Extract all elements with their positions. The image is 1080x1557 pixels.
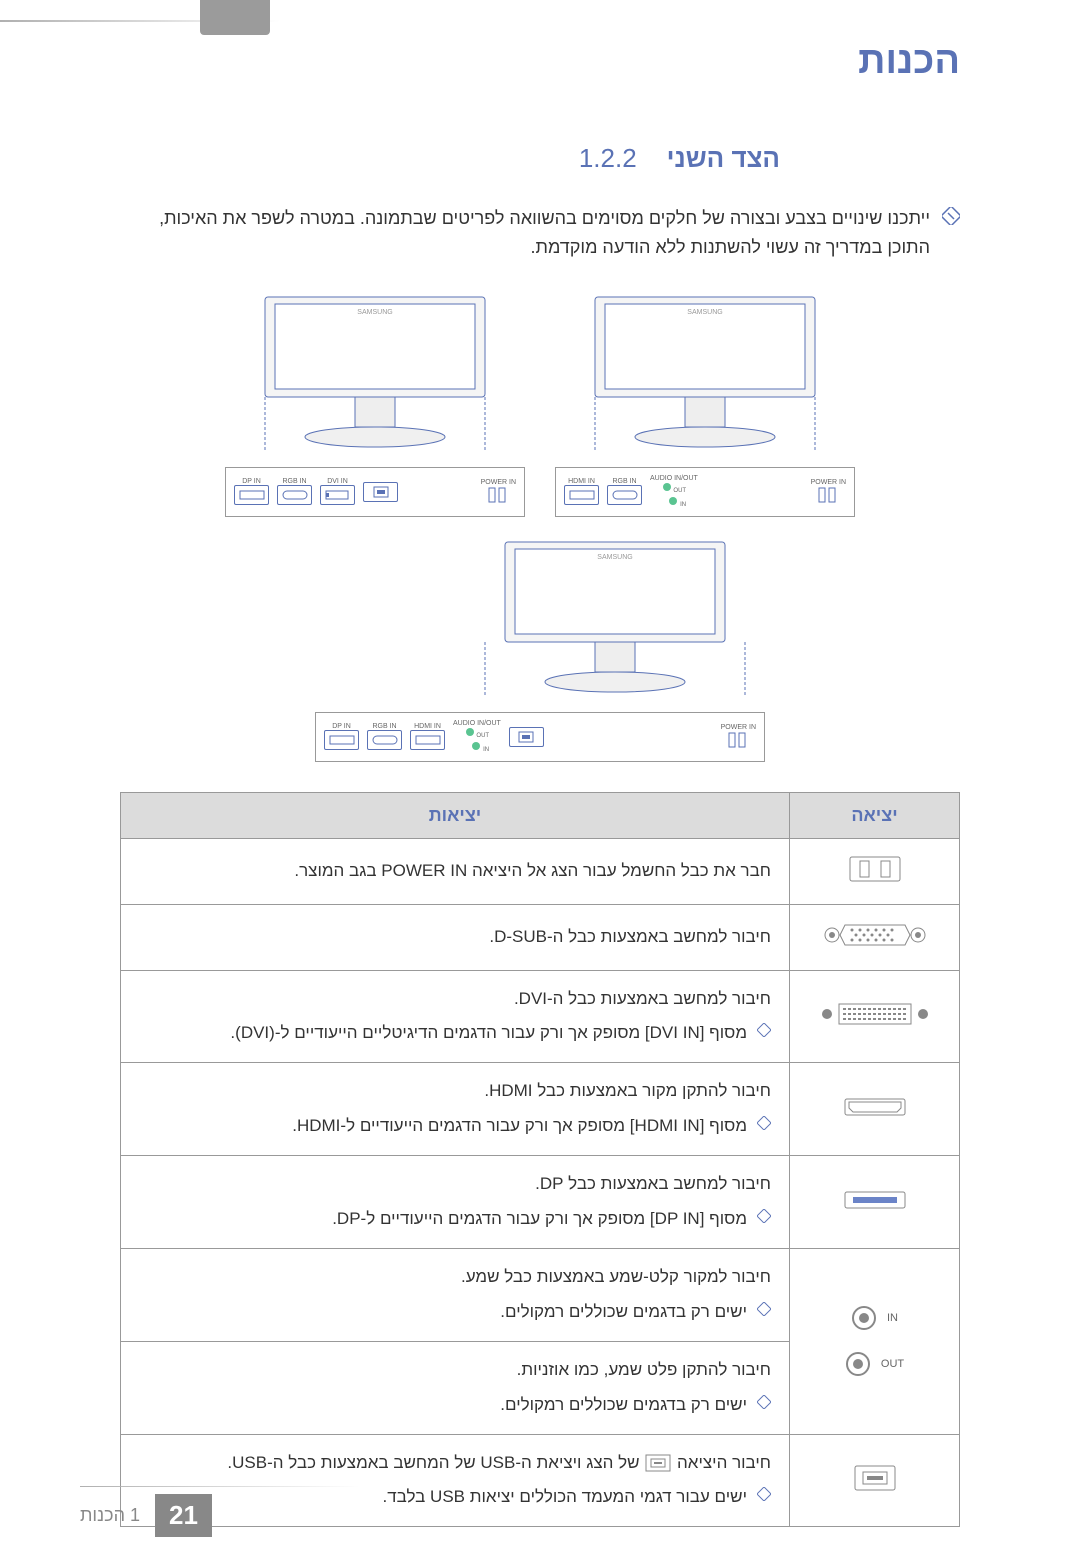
port-label: DVI IN [327,478,348,485]
port-label: AUDIO IN/OUT [650,475,698,482]
port-desc: חיבור היציאה של הצג ויציאת ה-USB של המחש… [139,1449,771,1478]
port-icon-audio: IN OUT [790,1248,960,1434]
port-note: ישים רק בדגמים שכוללים רמקולים. [139,1391,771,1420]
port-label: HDMI IN [414,723,441,730]
port-desc: חיבור למחשב באמצעות כבל ה-DVI. [139,985,771,1014]
svg-text:SAMSUNG: SAMSUNG [357,309,392,316]
port-desc: חיבור להתקן מקור באמצעות כבל HDMI. [139,1077,771,1106]
usb-port-icon [363,482,398,502]
page-corner-decoration [0,0,280,60]
port-icon-dvi [790,970,960,1063]
port-icon-dp [790,1156,960,1249]
table-row: IN OUT חיבור למקור קלט-שמע באמצעות כבל ש… [121,1248,960,1341]
port-desc-suffix: של הצג ויציאת ה-USB של המחשב באמצעות כבל… [227,1453,639,1472]
port-label: HDMI IN [568,478,595,485]
port-icon-usb [790,1434,960,1527]
port-note-text: ישים עבור דגמי המעמד הכוללים יציאות USB … [383,1483,747,1512]
port-strip-1: POWER IN AUDIO IN/OUT OUT IN RGB IN HDMI… [555,467,855,517]
table-row: חיבור למחשב באמצעות כבל DP. מסוף [DP IN]… [121,1156,960,1249]
monitor-diagram-1: SAMSUNG POWER IN AUDIO IN/OUT OUT IN RGB… [555,292,855,517]
port-label: POWER IN [721,724,756,731]
port-label: POWER IN [481,479,516,486]
svg-text:SAMSUNG: SAMSUNG [597,554,632,561]
port-note: ישים עבור דגמי המעמד הכוללים יציאות USB … [139,1483,771,1512]
port-note: ישים רק בדגמים שכוללים רמקולים. [139,1298,771,1327]
port-desc: חיבור למקור קלט-שמע באמצעות כבל שמע. [139,1263,771,1292]
info-icon [757,1395,771,1409]
port-label: RGB IN [612,478,636,485]
port-desc: חיבור למחשב באמצעות כבל ה-D-SUB. [489,927,771,946]
monitor-diagram-3: SAMSUNG POWER IN AUDIO IN/OUT OUT IN HDM… [315,537,765,762]
ports-table: יציאה יציאות חבר את כבל החשמל עבור הצג א… [120,792,960,1528]
port-label: RGB IN [282,478,306,485]
table-header-ports: יציאות [121,792,790,838]
port-note-text: מסוף [HDMI IN] מסופק אך ורק עבור הדגמים … [292,1112,747,1141]
port-note: מסוף [DVI IN] מסופק אך ורק עבור הדגמים ה… [139,1019,771,1048]
monitor-diagram-2: SAMSUNG POWER IN DVI IN RGB IN DP IN [225,292,525,517]
info-icon [757,1487,771,1501]
diagrams-area: SAMSUNG POWER IN AUDIO IN/OUT OUT IN RGB… [80,292,1000,762]
audio-in-label: IN [680,502,686,508]
info-icon [757,1209,771,1223]
port-label: POWER IN [811,479,846,486]
port-label: RGB IN [372,723,396,730]
page-number: 21 [155,1494,212,1537]
table-row: חבר את כבל החשמל עבור הצג אל היציאה POWE… [121,838,960,904]
table-row: חיבור למחשב באמצעות כבל ה-DVI. מסוף [DVI… [121,970,960,1063]
audio-out-label: OUT [881,1358,904,1370]
port-note-text: מסוף [DVI IN] מסופק אך ורק עבור הדגמים ה… [230,1019,747,1048]
port-desc: חיבור להתקן פלט שמע, כמו אוזניות. [139,1356,771,1385]
table-row: חיבור להתקן מקור באמצעות כבל HDMI. מסוף … [121,1063,960,1156]
port-strip-3: POWER IN AUDIO IN/OUT OUT IN HDMI IN RGB… [315,712,765,762]
port-note-text: ישים רק בדגמים שכוללים רמקולים. [500,1391,747,1420]
audio-in-label: IN [887,1312,898,1324]
note-block: ייתכנו שינויים בצבע ובצורה של חלקים מסוי… [80,204,1000,262]
table-header-port: יציאה [790,792,960,838]
port-label: DP IN [332,723,351,730]
port-strip-2: POWER IN DVI IN RGB IN DP IN [225,467,525,517]
info-icon [942,207,960,225]
info-icon [757,1302,771,1316]
info-icon [757,1023,771,1037]
section-title: הצד השני [667,143,780,174]
footer-chapter-text: 1 הכנות [80,1505,140,1526]
usb-port-icon [509,727,544,747]
port-icon-hdmi [790,1063,960,1156]
port-desc: חבר את כבל החשמל עבור הצג אל היציאה POWE… [294,861,771,880]
section-number: 1.2.2 [579,143,637,174]
port-label: AUDIO IN/OUT [453,720,501,727]
svg-text:SAMSUNG: SAMSUNG [687,309,722,316]
port-note: מסוף [DP IN] מסופק אך ורק עבור הדגמים הי… [139,1205,771,1234]
port-note: מסוף [HDMI IN] מסופק אך ורק עבור הדגמים … [139,1112,771,1141]
audio-out-label: OUT [476,733,489,739]
port-icon-power [790,838,960,904]
port-note-text: ישים רק בדגמים שכוללים רמקולים. [500,1298,747,1327]
section-header: הצד השני 1.2.2 [80,143,1000,174]
port-desc-prefix: חיבור היציאה [672,1453,771,1472]
port-note-text: מסוף [DP IN] מסופק אך ורק עבור הדגמים הי… [332,1205,747,1234]
port-desc: חיבור למחשב באמצעות כבל DP. [139,1170,771,1199]
usb-inline-icon [644,1453,672,1473]
footer-line [80,1486,360,1487]
port-icon-dsub [790,904,960,970]
info-icon [757,1116,771,1130]
audio-in-label: IN [483,747,489,753]
note-text: ייתכנו שינויים בצבע ובצורה של חלקים מסוי… [120,204,930,262]
page-footer: 21 1 הכנות [80,1494,212,1537]
audio-out-label: OUT [673,488,686,494]
table-row: חיבור היציאה של הצג ויציאת ה-USB של המחש… [121,1434,960,1527]
port-label: DP IN [242,478,261,485]
table-row: חיבור למחשב באמצעות כבל ה-D-SUB. [121,904,960,970]
